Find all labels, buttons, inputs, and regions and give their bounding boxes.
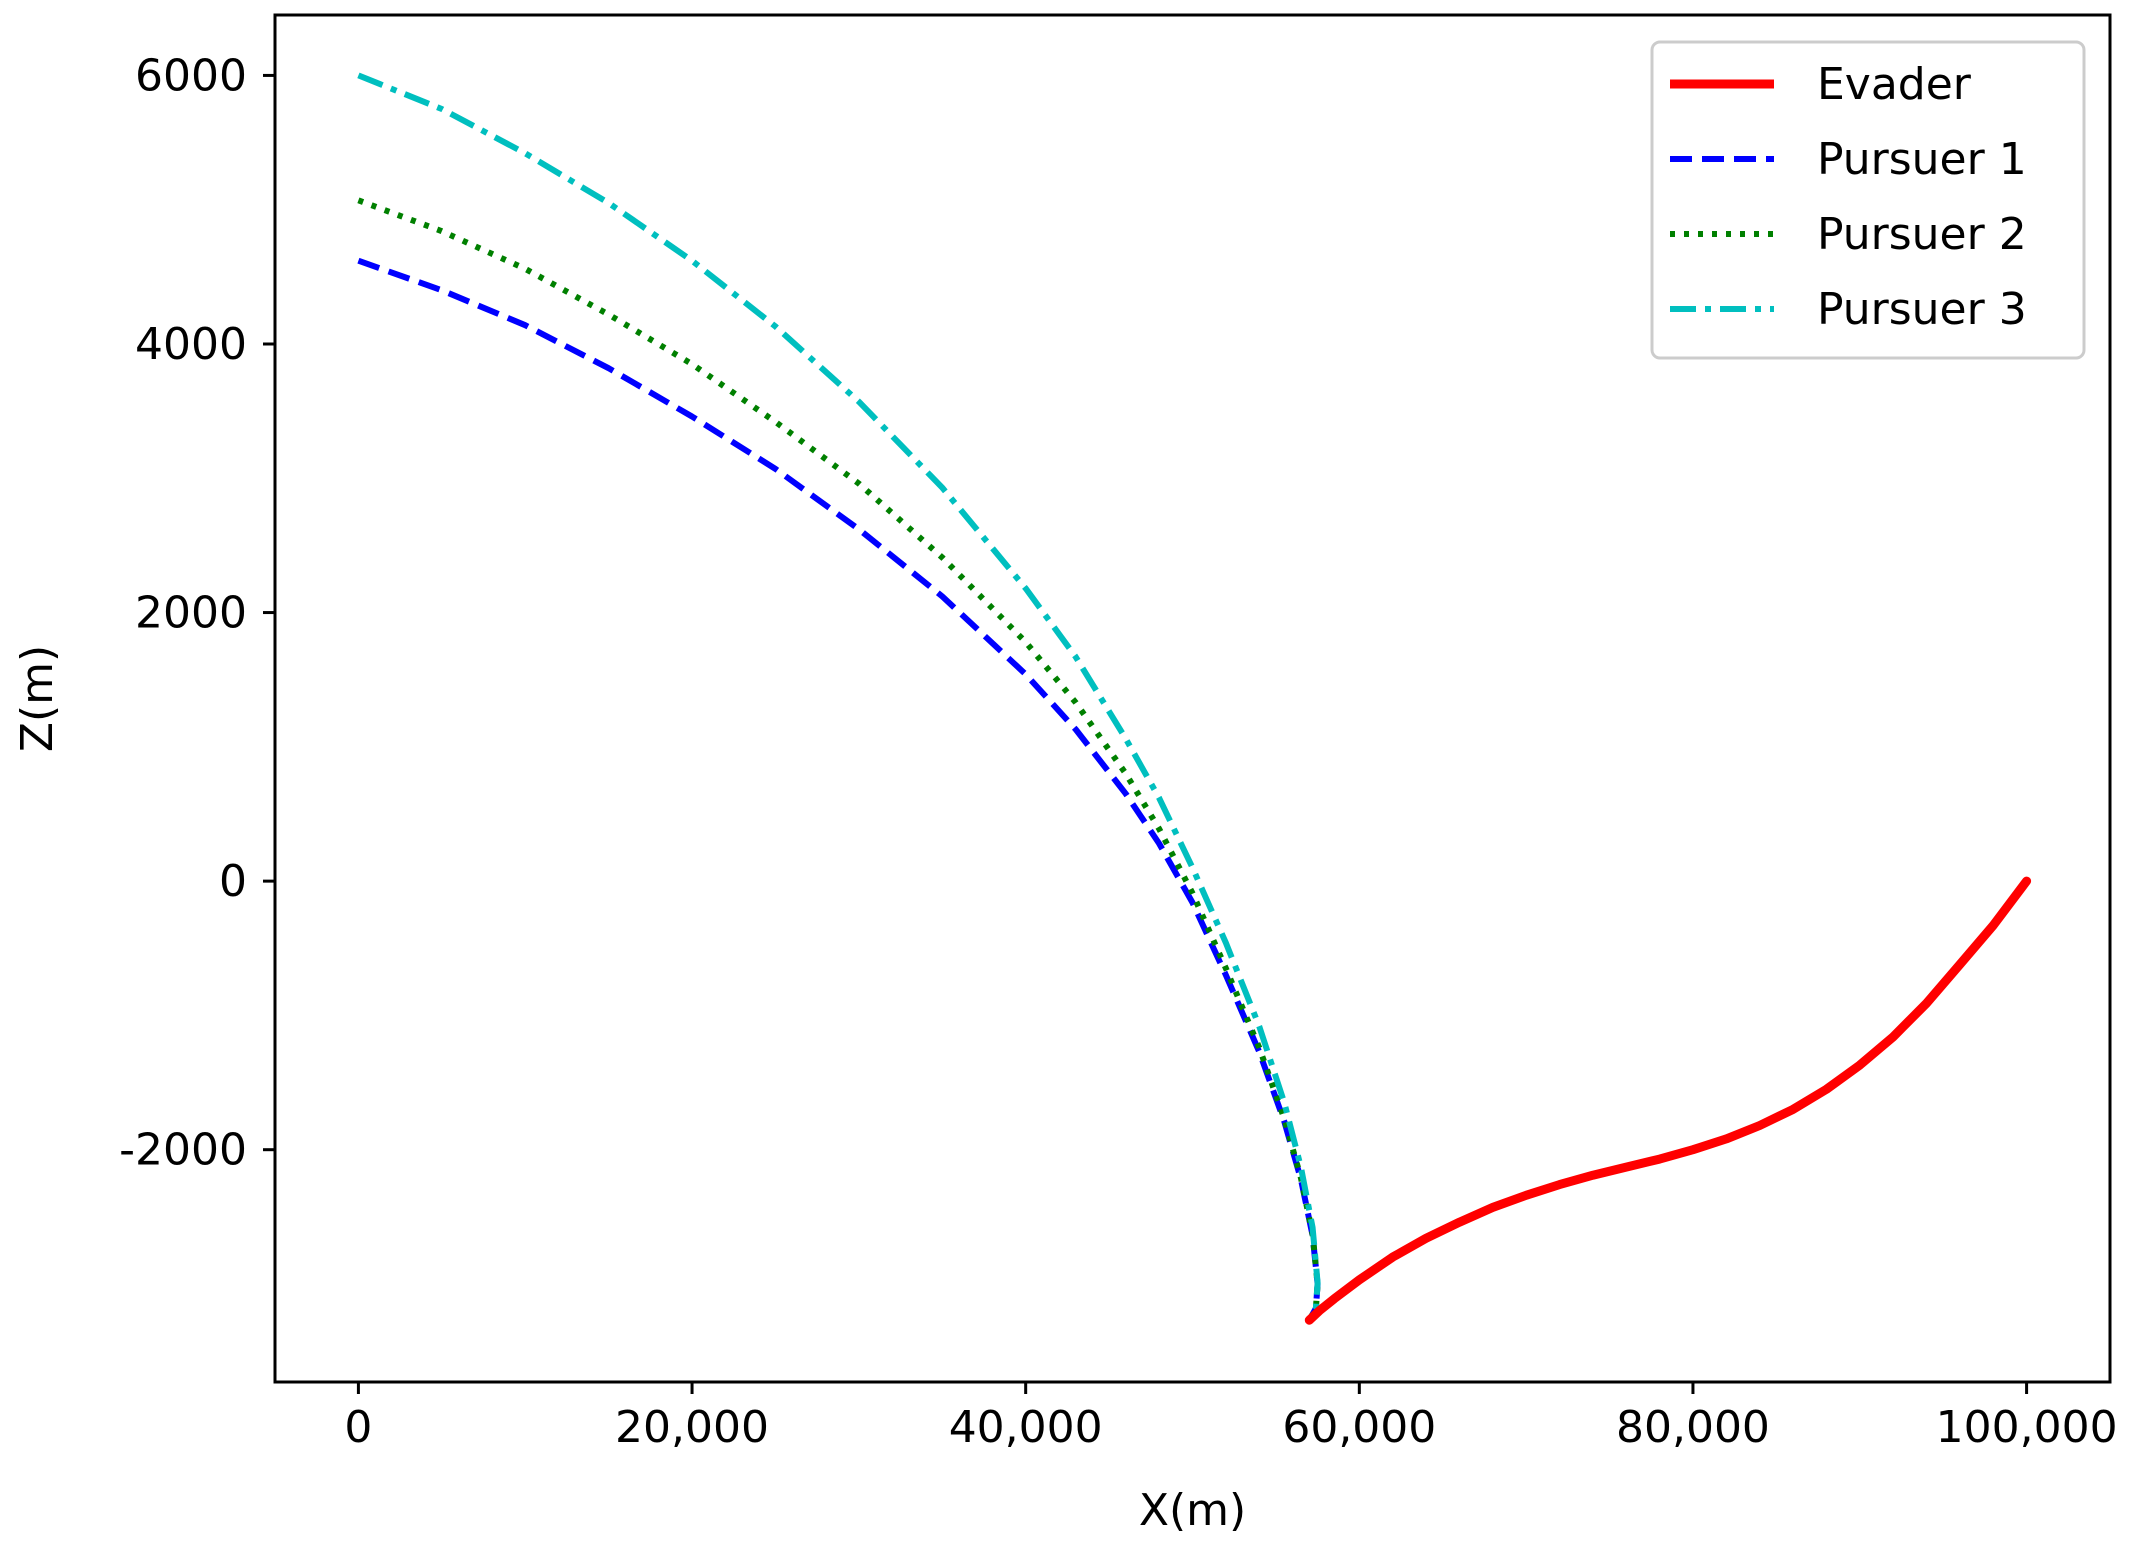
x-tick-label: 40,000	[949, 1402, 1103, 1453]
plot-area-frame	[273, 13, 2112, 1384]
x-axis-label: X(m)	[1139, 1485, 1246, 1536]
x-tick-label: 60,000	[1282, 1402, 1436, 1453]
y-tick-label: 2000	[135, 588, 247, 639]
x-tick-label: 80,000	[1616, 1402, 1770, 1453]
y-tick-label: 4000	[135, 319, 247, 370]
x-axis-ticks: 0 20,000 40,000 60,000 80,000 100,000	[344, 1382, 2118, 1453]
series-line-1	[357, 257, 1321, 1322]
y-axis-label: Z(m)	[12, 645, 63, 752]
legend-box	[1650, 40, 2086, 360]
legend-label-1: Pursuer 1	[1817, 134, 2027, 185]
legend-label-0: Evader	[1817, 59, 1972, 110]
legend: Evader Pursuer 1 Pursuer 2 Pursuer 3	[1650, 40, 2086, 360]
legend-label-2: Pursuer 2	[1817, 209, 2027, 260]
y-axis-ticks: -2000 0 2000 4000 6000	[119, 50, 275, 1176]
series-line-3	[357, 72, 1321, 1322]
x-tick-label: 20,000	[615, 1402, 769, 1453]
series-layer	[357, 72, 2032, 1325]
x-tick-label: 0	[344, 1402, 372, 1453]
series-line-0	[1304, 876, 2032, 1325]
y-tick-label: 6000	[135, 50, 247, 101]
legend-label-3: Pursuer 3	[1817, 284, 2027, 335]
y-tick-label: -2000	[119, 1125, 247, 1176]
y-tick-label: 0	[219, 856, 247, 907]
x-tick-label: 100,000	[1936, 1402, 2118, 1453]
